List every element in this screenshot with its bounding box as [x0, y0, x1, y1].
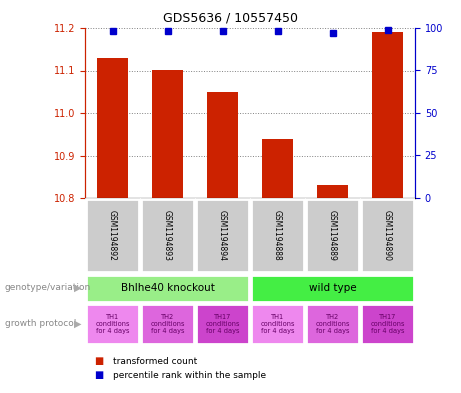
Text: GSM1194892: GSM1194892	[108, 210, 117, 261]
Bar	[306, 200, 359, 272]
Text: GSM1194889: GSM1194889	[328, 210, 337, 261]
Text: GSM1194893: GSM1194893	[163, 210, 172, 261]
Bar	[361, 200, 414, 272]
Text: GSM1194888: GSM1194888	[273, 210, 282, 261]
Bar	[317, 185, 348, 198]
Text: TH2
conditions
for 4 days: TH2 conditions for 4 days	[150, 314, 185, 334]
Bar	[141, 200, 194, 272]
Text: TH1
conditions
for 4 days: TH1 conditions for 4 days	[95, 314, 130, 334]
Text: TH2
conditions
for 4 days: TH2 conditions for 4 days	[315, 314, 350, 334]
Text: ▶: ▶	[74, 319, 82, 329]
Bar	[86, 304, 139, 344]
Bar	[251, 200, 304, 272]
Text: TH1
conditions
for 4 days: TH1 conditions for 4 days	[260, 314, 295, 334]
Text: GSM1194890: GSM1194890	[383, 210, 392, 261]
Text: percentile rank within the sample: percentile rank within the sample	[112, 371, 266, 380]
Bar	[141, 304, 194, 344]
Bar	[86, 274, 249, 301]
Bar	[361, 304, 414, 344]
Text: ■: ■	[94, 370, 103, 380]
Bar	[196, 304, 249, 344]
Text: ■: ■	[94, 356, 103, 366]
Text: TH17
conditions
for 4 days: TH17 conditions for 4 days	[205, 314, 240, 334]
Bar	[97, 58, 128, 198]
Bar	[251, 304, 304, 344]
Bar	[306, 304, 359, 344]
Text: ▶: ▶	[74, 283, 82, 293]
Text: GSM1194894: GSM1194894	[218, 210, 227, 261]
Bar	[207, 92, 237, 198]
Text: growth protocol: growth protocol	[5, 320, 76, 329]
Bar	[372, 32, 402, 198]
Text: wild type: wild type	[309, 283, 356, 293]
Text: genotype/variation: genotype/variation	[5, 283, 91, 292]
Text: transformed count: transformed count	[112, 356, 197, 365]
Bar	[251, 274, 414, 301]
Text: Bhlhe40 knockout: Bhlhe40 knockout	[121, 283, 214, 293]
Bar	[196, 200, 249, 272]
Text: GDS5636 / 10557450: GDS5636 / 10557450	[163, 12, 298, 25]
Bar	[262, 138, 293, 198]
Bar	[86, 200, 139, 272]
Text: TH17
conditions
for 4 days: TH17 conditions for 4 days	[370, 314, 405, 334]
Bar	[153, 70, 183, 198]
